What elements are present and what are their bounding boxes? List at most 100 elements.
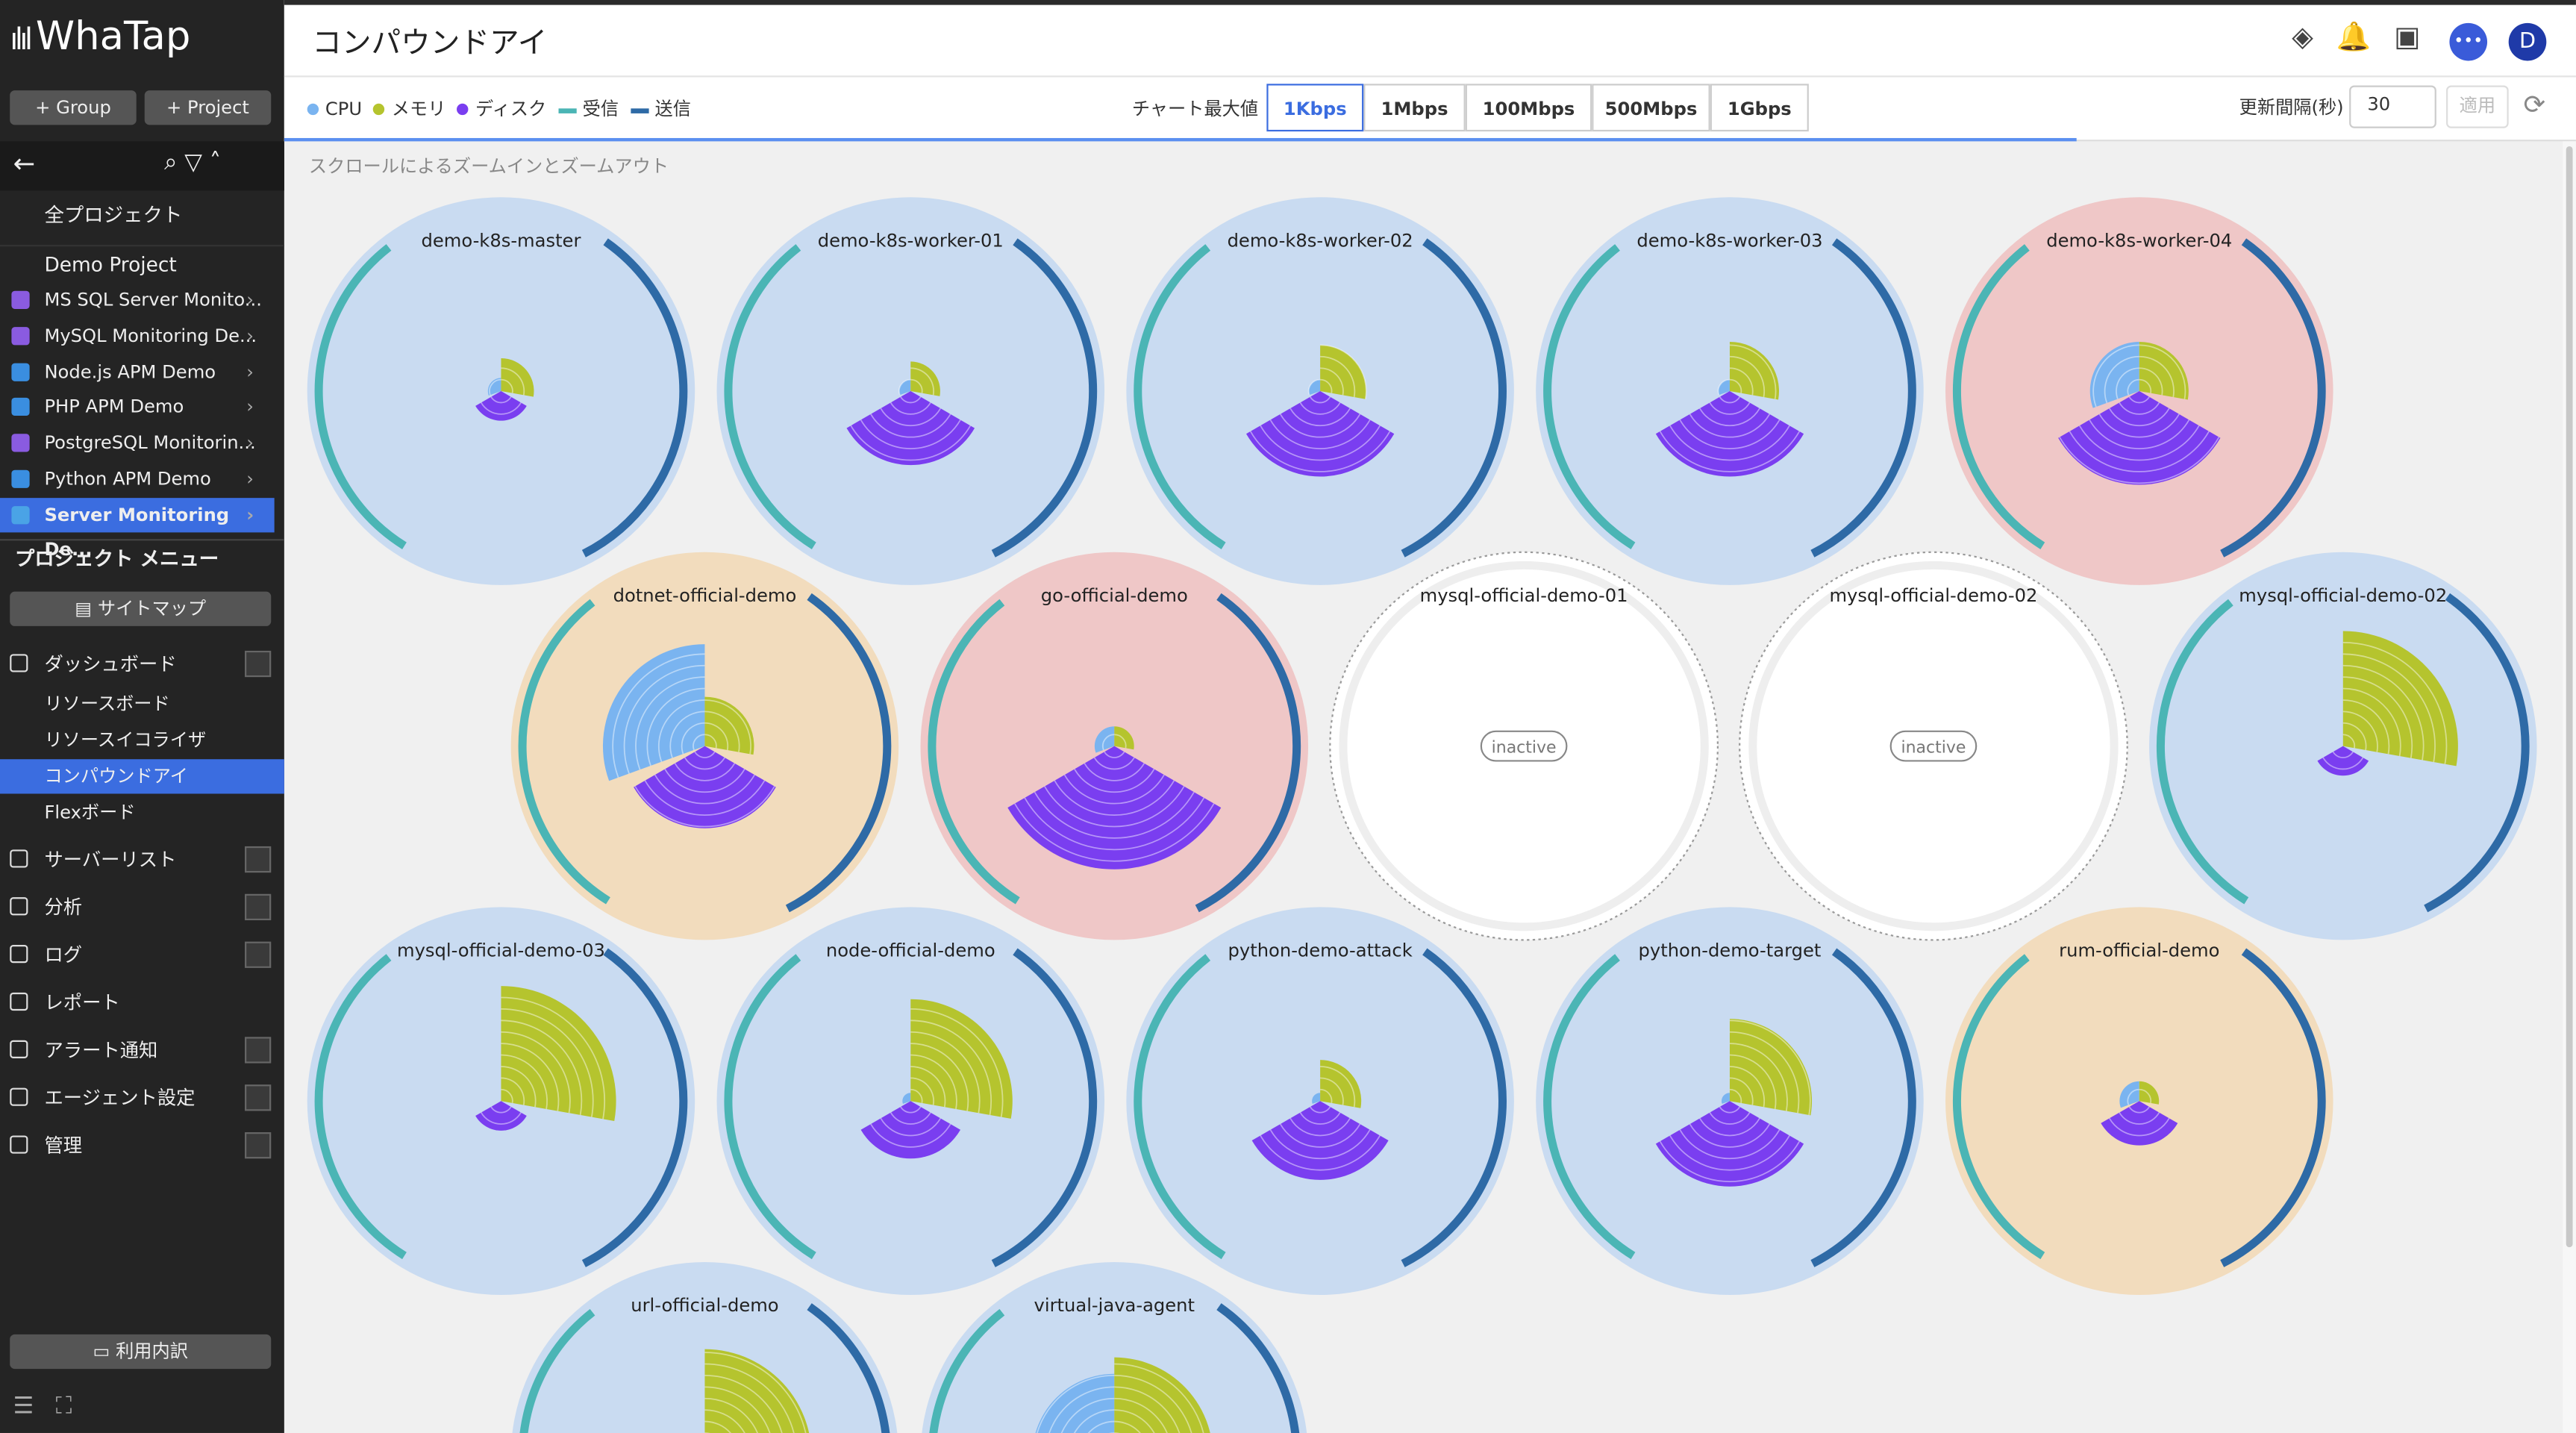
- node-name: url-official-demo: [631, 1295, 778, 1316]
- node-circle: [512, 1262, 898, 1433]
- menu-item[interactable]: サーバーリスト: [0, 840, 284, 879]
- sitemap-button[interactable]: ▤ サイトマップ: [10, 591, 272, 626]
- expand-button[interactable]: [245, 941, 272, 968]
- project-item[interactable]: Server Monitoring De... ›: [0, 497, 275, 560]
- legend-item[interactable]: 送信: [630, 99, 691, 120]
- ring-line: [1114, 1375, 1192, 1433]
- node[interactable]: demo-k8s-worker-03: [1536, 197, 1924, 585]
- demo-project[interactable]: Demo Project: [0, 245, 284, 281]
- chart-max-option[interactable]: 100Mbps: [1465, 84, 1592, 132]
- chevron[interactable]: ›: [246, 468, 254, 490]
- node-ring: [1339, 561, 1709, 931]
- wedge-disk: [860, 1101, 961, 1159]
- expand-button[interactable]: [245, 1084, 272, 1111]
- node[interactable]: virtual-java-agent: [921, 1262, 1309, 1433]
- search-icon[interactable]: ⌕ ▽ ˄: [164, 149, 222, 176]
- legend: CPU メモリ ディスク 受信 送信: [307, 96, 703, 122]
- chevron[interactable]: ›: [246, 396, 254, 419]
- ring-line: [1729, 367, 1754, 396]
- apply-button[interactable]: 適用: [2446, 85, 2509, 128]
- legend-item[interactable]: ディスク: [457, 99, 546, 120]
- menu-item[interactable]: ログ: [0, 935, 284, 975]
- project-item[interactable]: MS SQL Server Monito... ›: [0, 283, 275, 317]
- project-item[interactable]: Python APM Demo ›: [0, 462, 275, 496]
- chevron[interactable]: ›: [246, 432, 254, 455]
- wedge-memory: [704, 696, 754, 755]
- user-avatar[interactable]: D: [2508, 22, 2547, 61]
- refresh-icon[interactable]: ⟳: [2523, 88, 2546, 120]
- expand-button[interactable]: [245, 846, 272, 873]
- node[interactable]: go-official-demo: [920, 552, 1309, 940]
- node[interactable]: mysql-official-demo-03: [307, 907, 695, 1296]
- receive-arc: [1134, 244, 1226, 549]
- node[interactable]: dotnet-official-demo: [510, 552, 899, 940]
- ring-line: [681, 722, 705, 755]
- node[interactable]: inactive mysql-official-demo-01: [1329, 551, 1719, 941]
- chart-max-option[interactable]: 1Mbps: [1363, 84, 1466, 132]
- chart-max-option[interactable]: 1Kbps: [1266, 84, 1364, 132]
- node[interactable]: demo-k8s-worker-01: [716, 197, 1105, 585]
- header-icons[interactable]: ◈🔔▣: [2292, 21, 2444, 54]
- ring-line: [704, 699, 751, 755]
- expand-button[interactable]: [245, 650, 272, 678]
- node[interactable]: node-official-demo: [716, 907, 1105, 1296]
- expand-button[interactable]: [245, 1132, 272, 1159]
- menu-item[interactable]: 管理: [0, 1126, 284, 1165]
- all-projects[interactable]: 全プロジェクト: [44, 204, 183, 227]
- chart-max-option[interactable]: 500Mbps: [1592, 84, 1710, 132]
- footer-icons[interactable]: ☰ ⛶: [13, 1393, 72, 1420]
- menu-item[interactable]: エージェント設定: [0, 1078, 284, 1117]
- legend-item[interactable]: CPU: [307, 99, 362, 120]
- menu-item[interactable]: 分析: [0, 887, 284, 927]
- submenu-item[interactable]: コンパウンドアイ: [0, 759, 284, 794]
- menu-item[interactable]: レポート: [0, 983, 284, 1023]
- group-button[interactable]: + Group: [10, 90, 137, 125]
- ring-line: [2092, 344, 2139, 408]
- ring-line: [2342, 734, 2356, 749]
- ring-line: [890, 1112, 931, 1125]
- legend-label: 送信: [654, 99, 691, 120]
- submenu-item[interactable]: リソースイコライザ: [44, 729, 207, 752]
- node[interactable]: python-demo-target: [1536, 907, 1924, 1296]
- project-item[interactable]: Node.js APM Demo ›: [0, 355, 275, 389]
- submenu-item[interactable]: リソースボード: [44, 693, 170, 715]
- node-name: go-official-demo: [1041, 585, 1188, 606]
- chart-max-option[interactable]: 1Gbps: [1710, 84, 1809, 132]
- ring-line: [669, 711, 705, 758]
- node[interactable]: demo-k8s-worker-04: [1945, 197, 2333, 585]
- menu-item[interactable]: アラート通知: [0, 1031, 284, 1070]
- chevron[interactable]: ›: [246, 504, 254, 526]
- expand-button[interactable]: [245, 1037, 272, 1064]
- legend-item[interactable]: メモリ: [373, 99, 446, 120]
- back-icon[interactable]: ←: [13, 148, 36, 179]
- node[interactable]: rum-official-demo: [1945, 907, 2333, 1296]
- legend-label: メモリ: [391, 99, 446, 120]
- node[interactable]: mysql-official-demo-02: [2149, 552, 2537, 940]
- ring-line: [612, 653, 705, 778]
- node[interactable]: python-demo-attack: [1126, 907, 1514, 1296]
- project-button[interactable]: + Project: [144, 90, 272, 125]
- ring-line: [1087, 1420, 1115, 1433]
- chevron[interactable]: ›: [246, 360, 254, 383]
- node[interactable]: inactive mysql-official-demo-02: [1739, 551, 2128, 941]
- node-name: demo-k8s-worker-04: [2046, 230, 2232, 251]
- node[interactable]: url-official-demo: [511, 1262, 899, 1433]
- chevron[interactable]: ›: [246, 289, 254, 311]
- node-ring: [1748, 561, 2119, 931]
- usage-button[interactable]: ▭ 利用内訳: [10, 1334, 272, 1370]
- expand-button[interactable]: [245, 893, 272, 921]
- interval-input[interactable]: 30: [2349, 85, 2436, 128]
- ring-line: [2119, 1112, 2160, 1125]
- project-item[interactable]: PostgreSQL Monitorin... ›: [0, 426, 275, 461]
- node[interactable]: demo-k8s-worker-02: [1126, 197, 1514, 585]
- chat-icon[interactable]: •••: [2449, 22, 2488, 61]
- receive-arc: [1543, 244, 1636, 549]
- chevron[interactable]: ›: [246, 325, 254, 347]
- submenu-item[interactable]: Flexボード: [44, 802, 136, 824]
- wedge-memory: [1729, 341, 1780, 400]
- project-item[interactable]: PHP APM Demo ›: [0, 390, 275, 425]
- project-item[interactable]: MySQL Monitoring De... ›: [0, 319, 275, 353]
- legend-item[interactable]: 受信: [557, 99, 619, 120]
- node[interactable]: demo-k8s-master: [307, 197, 695, 585]
- menu-item[interactable]: ダッシュボード: [0, 644, 284, 684]
